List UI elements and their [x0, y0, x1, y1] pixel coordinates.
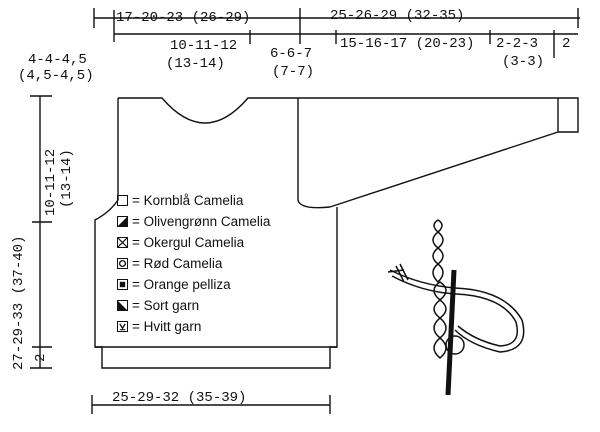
body-outline: [94, 98, 338, 369]
half-diagonal-square-icon: [117, 216, 128, 227]
dim-cuff-edge: 2: [562, 36, 571, 52]
black-triangle-square-icon: [117, 300, 128, 311]
dim-armhole-depth-2: (13-14): [59, 149, 75, 208]
chain-stitch-illustration: [387, 219, 525, 396]
v-square-icon: [117, 321, 128, 332]
circle-square-icon: [117, 258, 128, 269]
dim-neck-width-2: (13-14): [166, 56, 225, 72]
dim-cuff-2: (3-3): [502, 54, 545, 70]
legend-item: = Sort garn: [117, 295, 270, 316]
color-legend: = Kornblå Camelia = Olivengrønn Camelia …: [117, 190, 270, 337]
dim-armhole-1: 6-6-7: [270, 46, 313, 62]
dim-top-right: 25-26-29 (32-35): [330, 8, 465, 24]
sleeve-outline: [298, 97, 559, 208]
dim-top-left: 17-20-23 (26-29): [116, 10, 251, 26]
dim-armhole-depth-1: 10-11-12: [43, 148, 59, 216]
cuff-outline: [558, 97, 579, 133]
dim-shoulder-drop-2: (4,5-4,5): [18, 68, 94, 84]
empty-square-icon: [117, 195, 128, 206]
legend-item: = Olivengrønn Camelia: [117, 211, 270, 232]
dim-shoulder-drop-1: 4-4-4,5: [28, 52, 87, 68]
dim-sleeve-upper: 15-16-17 (20-23): [340, 36, 475, 52]
filled-square-icon: [117, 279, 128, 290]
legend-item: = Rød Camelia: [117, 253, 270, 274]
dim-neck-width-1: 10-11-12: [170, 38, 238, 54]
body-shoulder-outline: [118, 97, 331, 209]
legend-item: = Orange pelliza: [117, 274, 270, 295]
legend-item: = Kornblå Camelia: [117, 190, 270, 211]
dim-rib-height: 2: [33, 353, 49, 362]
dim-body-length: 27-29-33 (37-40): [11, 235, 27, 370]
legend-item: = Okergul Camelia: [117, 232, 270, 253]
dim-armhole-2: (7-7): [272, 64, 315, 80]
x-square-icon: [117, 237, 128, 248]
legend-item: = Hvitt garn: [117, 316, 270, 337]
dim-cuff-1: 2-2-3: [496, 36, 539, 52]
dim-bottom-width: 25-29-32 (35-39): [112, 390, 247, 406]
